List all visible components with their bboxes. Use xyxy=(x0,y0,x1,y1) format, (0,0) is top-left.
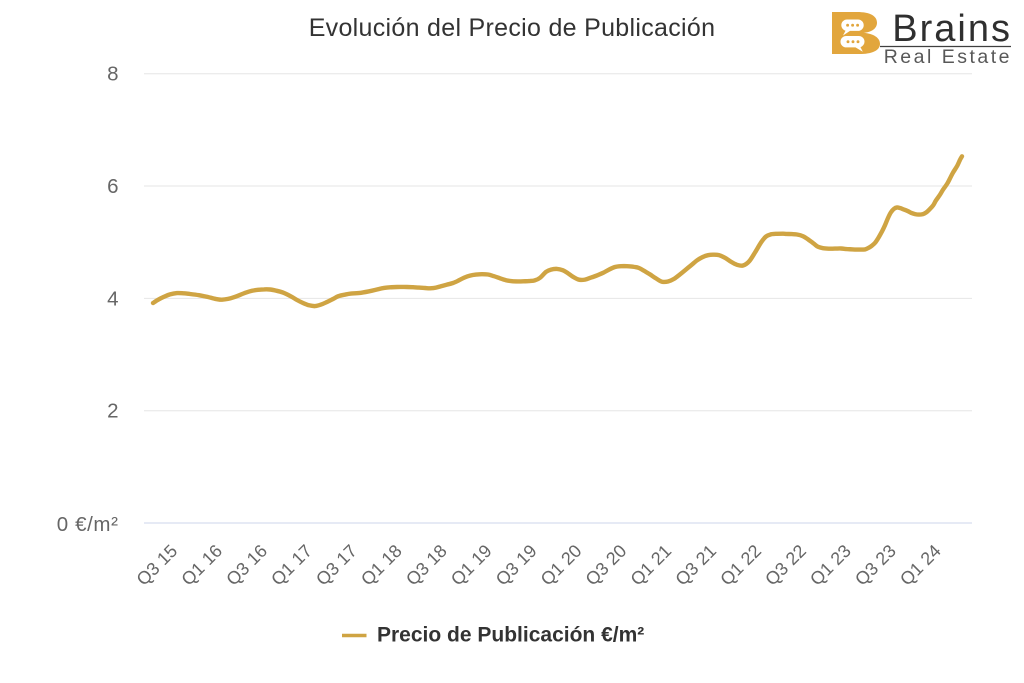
svg-text:Precio de Publicación €/m²: Precio de Publicación €/m² xyxy=(377,624,644,647)
svg-text:Evolución del Precio de Public: Evolución del Precio de Publicación xyxy=(309,14,716,42)
svg-text:0 €/m²: 0 €/m² xyxy=(57,513,119,536)
svg-text:6: 6 xyxy=(107,175,118,198)
svg-text:2: 2 xyxy=(107,400,118,423)
svg-text:Real Estate: Real Estate xyxy=(884,46,1012,68)
svg-text:8: 8 xyxy=(107,63,118,86)
svg-text:4: 4 xyxy=(107,287,118,310)
svg-text:Brains: Brains xyxy=(892,8,1012,50)
